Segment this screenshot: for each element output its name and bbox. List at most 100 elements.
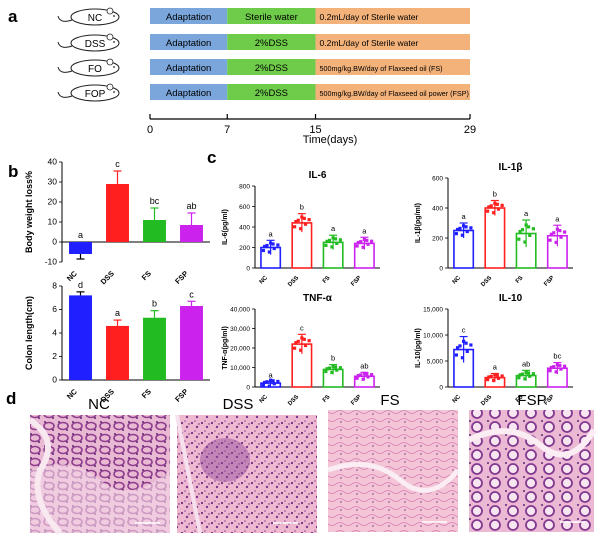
y-tick-label: 0 (246, 385, 250, 392)
y-tick-label: 30 (48, 177, 58, 187)
data-point (460, 233, 465, 237)
chart-il10: 0 5,000 10,000 15,000 IL-10(pg/ml) IL-10 c NC a D… (415, 293, 573, 407)
data-point (370, 373, 374, 377)
data-point (523, 377, 527, 381)
segment-treatment-label: 2%DSS (255, 38, 288, 49)
y-tick-label: 0 (439, 266, 443, 273)
segment-adaptation-label: Adaptation (166, 12, 211, 23)
data-point (518, 230, 522, 234)
segment-adaptation (150, 8, 228, 24)
y-axis-label: Colon length(cm) (24, 296, 34, 370)
category-label: FSP (173, 387, 190, 404)
segment-adaptation-label: Adaptation (166, 63, 211, 74)
data-point (307, 218, 311, 222)
segment-treatment (227, 34, 316, 50)
data-point (265, 243, 269, 248)
y-tick-label: 10,000 (423, 333, 443, 340)
y-tick-label: 5,000 (427, 359, 444, 366)
y-tick-label: 0 (52, 237, 57, 247)
category-label: NC (65, 387, 79, 401)
data-point (552, 365, 556, 369)
significance-letter: b (300, 203, 304, 212)
mouse-icon (57, 7, 120, 26)
data-point (361, 245, 365, 249)
data-point (361, 377, 365, 381)
significance-letter: bc (150, 196, 160, 206)
data-point (267, 384, 272, 388)
y-tick-label: 6 (52, 304, 57, 314)
data-point (469, 343, 473, 347)
mouse-tail (57, 91, 73, 98)
data-point (330, 370, 334, 375)
category-label: NC (259, 275, 270, 286)
significance-letter: c (462, 326, 466, 335)
data-point (370, 239, 374, 243)
category-label: FS (322, 275, 332, 285)
bar-dss (484, 207, 506, 269)
category-label: FS (515, 394, 525, 404)
mouse-eye (113, 66, 115, 68)
mouse-group-label: DSS (85, 39, 106, 50)
significance-letter: ab (360, 361, 368, 370)
segment-treatment-label: 2%DSS (255, 63, 288, 74)
mouse-body (70, 59, 120, 77)
segment-adaptation-label: Adaptation (166, 38, 211, 49)
data-point (458, 226, 462, 230)
data-point (296, 339, 300, 343)
panel-label-d: d (6, 389, 16, 408)
bar-nc (69, 295, 92, 380)
data-point (520, 228, 525, 232)
data-point (359, 240, 363, 244)
significance-letter: d (78, 280, 83, 290)
mouse-eye (113, 91, 115, 93)
significance-letter: b (331, 354, 335, 363)
data-point (552, 231, 556, 235)
data-point (500, 374, 504, 378)
bar-dss (106, 325, 129, 380)
data-point (455, 346, 460, 350)
data-point (324, 369, 328, 374)
segment-treatment (227, 8, 316, 24)
mouse-group-label: FOP (85, 89, 106, 100)
segment-adaptation (150, 84, 228, 100)
y-tick-label: 2 (52, 351, 57, 361)
significance-letter: ab (522, 359, 530, 368)
y-tick-label: 0 (246, 266, 250, 273)
y-axis-label: Body weight loss% (24, 171, 34, 253)
significance-letter: c (115, 159, 120, 169)
significance-letter: a (362, 226, 367, 235)
data-point (486, 378, 490, 382)
data-point (365, 372, 369, 376)
timeline-tick-label: 7 (224, 124, 230, 136)
category-label: NC (452, 275, 463, 286)
significance-letter: a (331, 224, 336, 233)
segment-supplement-label: 0.2mL/day of Sterile water (320, 38, 419, 48)
chart-title: TNF-α (303, 293, 333, 304)
y-tick-label: 800 (239, 184, 250, 191)
y-tick-label: 4 (52, 328, 57, 338)
significance-letter: a (115, 308, 120, 318)
mouse-body (70, 34, 120, 52)
segment-treatment (227, 59, 316, 75)
data-point (267, 250, 272, 254)
data-point (272, 382, 276, 386)
data-point (526, 225, 531, 229)
bar-fs (143, 220, 166, 242)
data-point (296, 218, 300, 222)
data-point (271, 379, 275, 383)
data-point (465, 349, 469, 353)
data-point (518, 373, 522, 377)
chart-title: IL-10 (499, 293, 523, 304)
category-label: FSP (350, 394, 362, 406)
data-point (563, 230, 567, 234)
mouse-icon (57, 58, 120, 77)
y-tick-label: -10 (45, 257, 58, 267)
data-point (294, 341, 298, 345)
y-tick-label: 200 (432, 236, 443, 243)
segment-treatment-label: 2%DSS (255, 88, 288, 99)
data-point (272, 246, 276, 251)
data-point (464, 225, 468, 229)
y-axis-label: IL-6(pg/ml) (222, 209, 229, 245)
y-tick-label: 400 (432, 206, 443, 213)
